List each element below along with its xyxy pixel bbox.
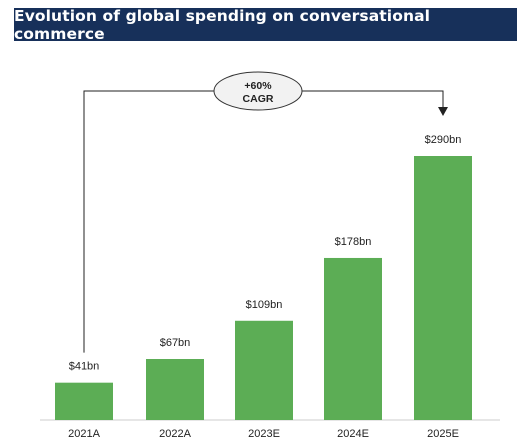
value-label-2025E: $290bn: [425, 134, 462, 146]
x-tick-2025E: 2025E: [427, 428, 459, 440]
bar-2023E: [235, 320, 293, 420]
cagr-connector-line: [83, 90, 444, 353]
chart-title: Evolution of global spending on conversa…: [14, 6, 431, 43]
x-tick-2021A: 2021A: [68, 428, 100, 440]
cagr-label: CAGR: [243, 93, 274, 105]
value-label-2024E: $178bn: [335, 236, 372, 248]
x-tick-2022A: 2022A: [159, 428, 191, 440]
cagr-value: +60%: [244, 80, 272, 92]
title-bar: Evolution of global spending on conversa…: [14, 6, 517, 43]
x-tick-2023E: 2023E: [248, 428, 280, 440]
value-labels-group: $41bn $67bn $109bn $178bn $290bn: [69, 134, 462, 373]
bars-group: [55, 156, 472, 420]
cagr-oval: [213, 71, 303, 111]
bar-2022A: [146, 359, 204, 420]
value-label-2021A: $41bn: [69, 361, 100, 373]
bar-2024E: [324, 257, 382, 420]
bar-2025E: [414, 156, 472, 420]
tick-labels-group: 2021A 2022A 2023E 2024E 2025E: [68, 428, 459, 440]
value-label-2023E: $109bn: [246, 299, 283, 311]
bar-2021A: [55, 382, 113, 420]
value-label-2022A: $67bn: [160, 337, 191, 349]
x-tick-2024E: 2024E: [337, 428, 369, 440]
cagr-arrowhead: [438, 107, 448, 116]
